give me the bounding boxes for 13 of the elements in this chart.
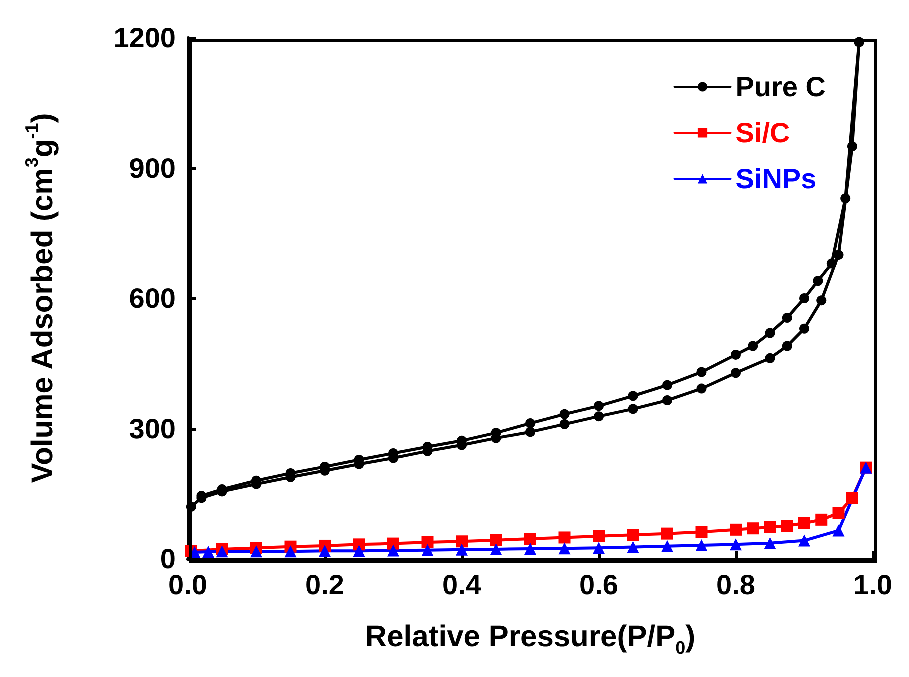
legend-label: SiNPs xyxy=(736,164,817,194)
y-tick-label: 900 xyxy=(129,152,176,184)
x-tick-label: 0.2 xyxy=(306,570,344,600)
x-tick-label: 0.8 xyxy=(716,570,756,600)
x-tick-label: 0.6 xyxy=(580,570,618,600)
x-tick-label: 1.0 xyxy=(854,570,892,600)
x-tick-label: 0.4 xyxy=(442,570,482,600)
legend-label: Si/C xyxy=(736,118,790,148)
y-tick-label: 600 xyxy=(129,283,176,314)
legend-label: Pure C xyxy=(736,72,826,102)
y-axis-title: Volume Adsorbed (cm3g-1) xyxy=(22,113,60,484)
y-tick-label: 1200 xyxy=(114,22,176,54)
y-tick-label: 300 xyxy=(129,413,176,444)
